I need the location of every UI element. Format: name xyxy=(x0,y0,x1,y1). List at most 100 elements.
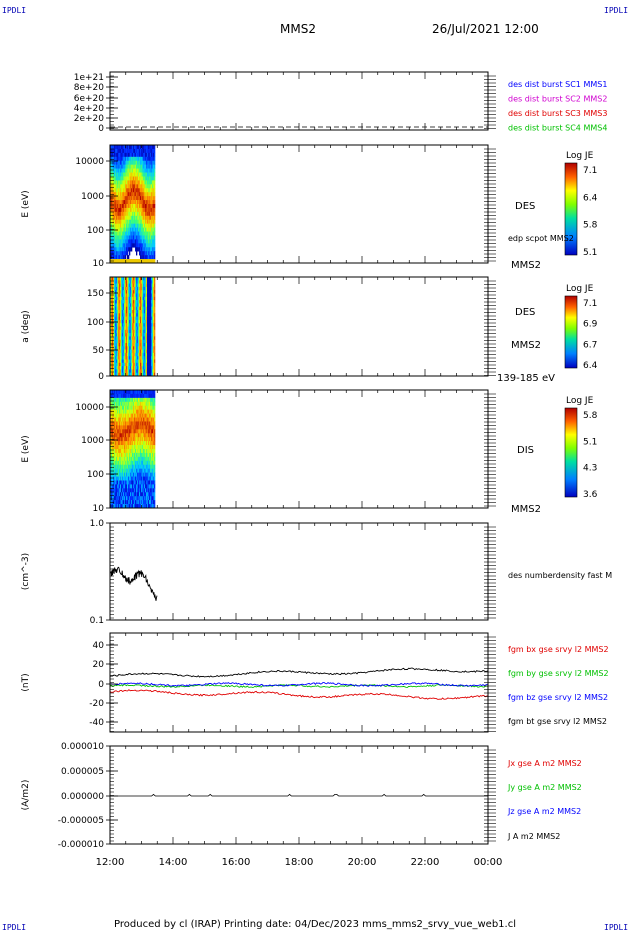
spectro-cell xyxy=(144,180,146,185)
spectro-cell xyxy=(140,223,142,228)
spectro-cell xyxy=(147,433,149,438)
spectro-cell xyxy=(152,293,154,298)
spectro-cell xyxy=(123,352,125,357)
spectro-cell xyxy=(141,393,143,399)
spectro-cell xyxy=(125,417,127,422)
spectro-cell xyxy=(141,336,143,340)
spectro-cell xyxy=(130,243,132,248)
spectro-cell xyxy=(147,421,149,426)
spectro-cell xyxy=(134,172,136,177)
spectro-cell xyxy=(140,239,142,244)
spectro-cell xyxy=(136,496,138,501)
spectro-cell xyxy=(111,393,113,399)
spectro-cell xyxy=(117,160,119,165)
spectro-cell xyxy=(154,148,156,154)
spectro-cell xyxy=(138,437,140,442)
spectro-cell xyxy=(140,445,142,450)
spectro-cell xyxy=(142,231,144,236)
spectro-cell xyxy=(125,296,127,301)
spectro-cell xyxy=(111,207,113,213)
spectro-cell xyxy=(143,172,145,177)
spectro-cell xyxy=(142,277,144,281)
spectro-cell xyxy=(139,417,141,422)
spectro-cell xyxy=(126,366,128,370)
spectro-cell xyxy=(141,168,143,173)
spectro-cell xyxy=(115,152,117,158)
spectro-cell xyxy=(134,349,136,354)
spectro-cell xyxy=(134,306,136,311)
spectro-cell xyxy=(131,480,133,485)
spectro-cell xyxy=(118,401,120,407)
spectro-cell xyxy=(131,204,133,209)
spectro-cell xyxy=(140,283,142,288)
spectro-cell xyxy=(111,310,113,314)
spectro-cell xyxy=(118,390,120,395)
spectro-cell xyxy=(137,247,139,252)
spectro-cell xyxy=(153,280,155,284)
spectro-cell xyxy=(144,310,146,314)
spectro-cell xyxy=(131,356,133,360)
spectro-cell xyxy=(124,333,126,337)
colorbar xyxy=(564,407,578,498)
spectro-cell xyxy=(126,148,128,154)
spectro-cell xyxy=(126,359,128,364)
spectro-cell xyxy=(115,413,117,418)
spectro-cell xyxy=(116,239,118,244)
spectro-cell xyxy=(150,413,152,418)
spectro-cell xyxy=(119,397,121,403)
spectro-cell xyxy=(115,409,117,414)
spectro-cell xyxy=(127,484,129,489)
spectro-cell xyxy=(154,172,156,177)
spectro-cell xyxy=(148,343,150,347)
spectro-cell xyxy=(131,488,133,493)
spectro-cell xyxy=(139,160,141,165)
spectro-cell xyxy=(139,251,141,256)
spectro-cell xyxy=(149,346,151,350)
spectro-cell xyxy=(145,437,147,442)
spectro-cell xyxy=(151,441,153,446)
spectro-cell xyxy=(116,326,118,331)
spectro-cell xyxy=(113,425,115,430)
spectro-cell xyxy=(130,421,132,426)
spectro-cell xyxy=(132,300,134,304)
spectro-cell xyxy=(150,397,152,403)
spectro-cell xyxy=(137,362,139,367)
spectro-cell xyxy=(145,480,147,485)
spectro-cell xyxy=(150,211,152,217)
spectro-cell xyxy=(128,417,130,422)
spectro-cell xyxy=(129,239,131,244)
spectro-cell xyxy=(117,390,119,395)
spectro-cell xyxy=(144,372,146,377)
spectro-cell xyxy=(124,207,126,213)
spectro-cell xyxy=(147,255,149,260)
spectro-cell xyxy=(143,239,145,244)
spectro-cell xyxy=(151,484,153,489)
corner-br: IPDLI xyxy=(604,923,629,932)
spectro-cell xyxy=(119,283,121,288)
spectro-cell xyxy=(149,313,151,317)
spectro-cell xyxy=(131,296,133,301)
spectro-cell xyxy=(123,492,125,497)
spectro-cell xyxy=(125,445,127,450)
spectro-cell xyxy=(142,219,144,224)
spectro-cell xyxy=(118,211,120,217)
spectro-cell xyxy=(142,476,144,481)
spectro-cell xyxy=(122,352,124,357)
spectro-cell xyxy=(145,219,147,224)
spectro-cell xyxy=(119,329,121,334)
spectro-cell xyxy=(153,480,155,485)
spectro-cell xyxy=(137,296,139,301)
series-label: Jy gse A m2 MMS2 xyxy=(507,783,582,792)
spectro-cell xyxy=(126,219,128,224)
spectro-cell xyxy=(114,296,116,301)
spectro-cell xyxy=(142,239,144,244)
spectro-cell xyxy=(117,180,119,185)
spectro-cell xyxy=(133,405,135,410)
spectro-cell xyxy=(127,413,129,418)
spectro-cell xyxy=(121,215,123,221)
spectro-cell xyxy=(126,145,128,150)
spectro-cell xyxy=(127,397,129,403)
spectro-cell xyxy=(129,306,131,311)
spectro-cell xyxy=(131,184,133,189)
spectro-cell xyxy=(148,429,150,434)
